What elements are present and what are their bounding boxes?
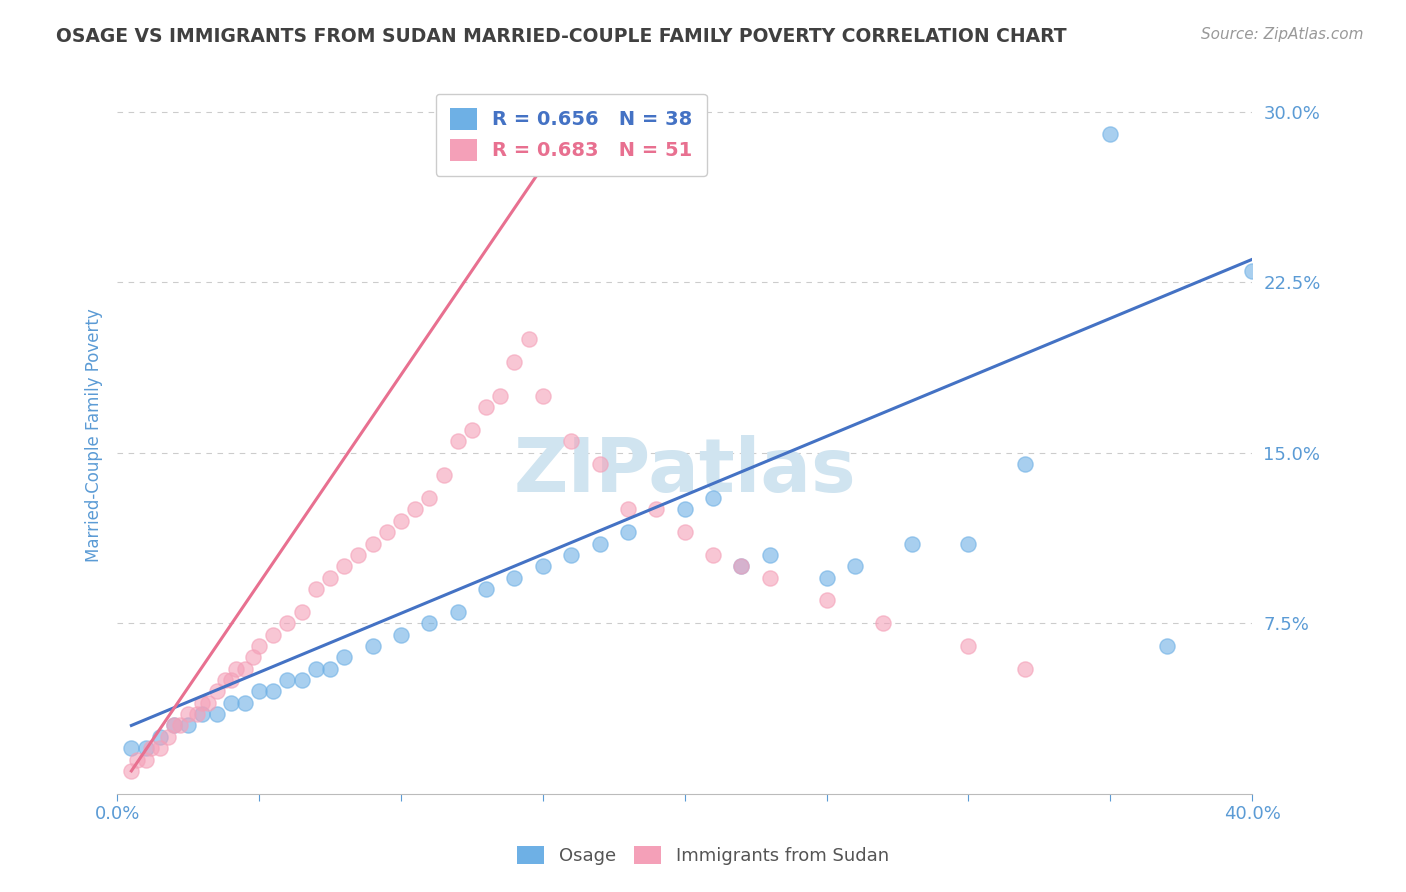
Point: [219, 696, 242, 710]
Point: [247, 639, 270, 653]
Point: [588, 536, 610, 550]
Point: [205, 684, 228, 698]
Point: [375, 525, 398, 540]
Point: [276, 673, 298, 687]
Point: [531, 559, 554, 574]
Point: [560, 434, 582, 449]
Point: [242, 650, 264, 665]
Point: [149, 730, 172, 744]
Point: [432, 468, 454, 483]
Point: [475, 400, 498, 414]
Text: Source: ZipAtlas.com: Source: ZipAtlas.com: [1201, 27, 1364, 42]
Point: [163, 718, 186, 732]
Point: [262, 684, 284, 698]
Point: [291, 673, 314, 687]
Point: [305, 662, 328, 676]
Point: [361, 639, 384, 653]
Point: [233, 662, 256, 676]
Point: [645, 502, 668, 516]
Point: [673, 502, 696, 516]
Point: [475, 582, 498, 596]
Point: [319, 662, 342, 676]
Point: [169, 718, 191, 732]
Point: [347, 548, 370, 562]
Point: [404, 502, 426, 516]
Point: [447, 605, 470, 619]
Legend: Osage, Immigrants from Sudan: Osage, Immigrants from Sudan: [509, 837, 897, 874]
Point: [461, 423, 484, 437]
Point: [957, 536, 980, 550]
Point: [291, 605, 314, 619]
Text: ZIPatlas: ZIPatlas: [513, 435, 856, 508]
Point: [730, 559, 752, 574]
Point: [517, 332, 540, 346]
Point: [503, 571, 526, 585]
Point: [177, 707, 200, 722]
Point: [844, 559, 866, 574]
Point: [702, 491, 724, 505]
Point: [157, 730, 180, 744]
Point: [141, 741, 163, 756]
Point: [197, 696, 219, 710]
Point: [120, 741, 142, 756]
Point: [276, 616, 298, 631]
Point: [149, 741, 172, 756]
Point: [531, 389, 554, 403]
Point: [233, 696, 256, 710]
Point: [225, 662, 247, 676]
Point: [389, 627, 412, 641]
Point: [333, 650, 356, 665]
Point: [214, 673, 236, 687]
Point: [702, 548, 724, 562]
Legend: R = 0.656   N = 38, R = 0.683   N = 51: R = 0.656 N = 38, R = 0.683 N = 51: [436, 94, 707, 176]
Point: [418, 616, 440, 631]
Point: [503, 354, 526, 368]
Point: [730, 559, 752, 574]
Point: [135, 753, 157, 767]
Point: [125, 753, 148, 767]
Point: [389, 514, 412, 528]
Point: [872, 616, 894, 631]
Point: [191, 707, 214, 722]
Point: [186, 707, 208, 722]
Point: [957, 639, 980, 653]
Point: [815, 571, 838, 585]
Point: [1014, 457, 1036, 471]
Point: [418, 491, 440, 505]
Point: [247, 684, 270, 698]
Point: [219, 673, 242, 687]
Point: [191, 696, 214, 710]
Point: [617, 502, 640, 516]
Y-axis label: Married-Couple Family Poverty: Married-Couple Family Poverty: [86, 309, 103, 563]
Point: [815, 593, 838, 607]
Point: [1014, 662, 1036, 676]
Point: [120, 764, 142, 778]
Point: [319, 571, 342, 585]
Point: [361, 536, 384, 550]
Point: [759, 548, 782, 562]
Point: [163, 718, 186, 732]
Point: [1156, 639, 1178, 653]
Point: [560, 548, 582, 562]
Point: [177, 718, 200, 732]
Point: [1099, 128, 1122, 142]
Point: [673, 525, 696, 540]
Text: OSAGE VS IMMIGRANTS FROM SUDAN MARRIED-COUPLE FAMILY POVERTY CORRELATION CHART: OSAGE VS IMMIGRANTS FROM SUDAN MARRIED-C…: [56, 27, 1067, 45]
Point: [489, 389, 512, 403]
Point: [588, 457, 610, 471]
Point: [447, 434, 470, 449]
Point: [305, 582, 328, 596]
Point: [135, 741, 157, 756]
Point: [900, 536, 922, 550]
Point: [333, 559, 356, 574]
Point: [205, 707, 228, 722]
Point: [759, 571, 782, 585]
Point: [617, 525, 640, 540]
Point: [1241, 263, 1264, 277]
Point: [262, 627, 284, 641]
